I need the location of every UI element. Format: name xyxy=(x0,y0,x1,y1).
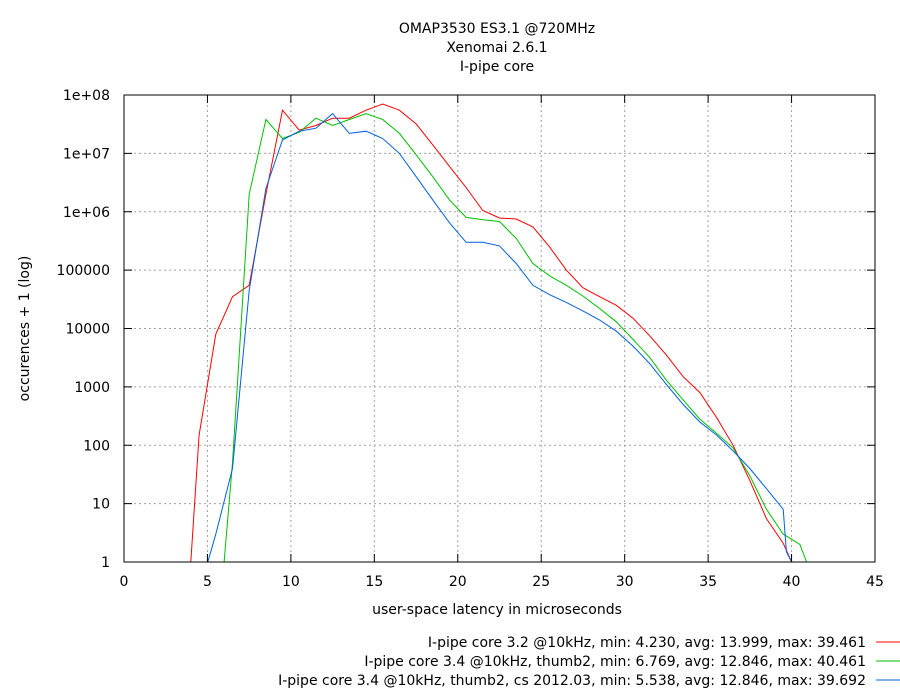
y-tick-label: 1000 xyxy=(74,380,110,396)
y-axis-label: occurences + 1 (log) xyxy=(17,256,33,402)
series-line-3 xyxy=(207,112,793,562)
x-tick-label: 40 xyxy=(783,574,801,590)
legend-label-3: I-pipe core 3.4 @10kHz, thumb2, cs 2012.… xyxy=(278,673,866,689)
y-tick-label: 100000 xyxy=(57,263,110,279)
x-tick-label: 10 xyxy=(282,574,300,590)
series-line-2 xyxy=(223,113,808,562)
y-tick-labels: 1 10 100 1000 10000 100000 1e+06 1e+07 1e+08 xyxy=(57,88,111,571)
y-tick-label: 1e+08 xyxy=(63,88,110,104)
y-tick-label: 1e+07 xyxy=(63,146,110,162)
x-axis-label: user-space latency in microseconds xyxy=(372,602,622,618)
y-tick-label: 10 xyxy=(92,497,110,513)
y-tick-label: 10000 xyxy=(65,322,110,338)
x-tick-labels: 0 5 10 15 20 25 30 35 40 45 xyxy=(120,574,884,590)
x-tick-label: 35 xyxy=(699,574,717,590)
chart-title-line: I-pipe core xyxy=(460,59,534,75)
chart-title-line: Xenomai 2.6.1 xyxy=(446,40,547,56)
legend-label-1: I-pipe core 3.2 @10kHz, min: 4.230, avg:… xyxy=(428,635,866,651)
plot-series xyxy=(190,103,808,562)
x-tick-label: 0 xyxy=(120,574,129,590)
x-tick-label: 45 xyxy=(866,574,884,590)
y-tick-label: 100 xyxy=(83,438,110,454)
axis-ticks xyxy=(123,94,876,563)
x-tick-label: 15 xyxy=(365,574,383,590)
x-tick-label: 30 xyxy=(616,574,634,590)
y-tick-label: 1e+06 xyxy=(63,205,110,221)
chart-title: OMAP3530 ES3.1 @720MHz Xenomai 2.6.1 I-pip… xyxy=(399,21,595,75)
legend-label-2: I-pipe core 3.4 @10kHz, thumb2, min: 6.7… xyxy=(364,654,866,670)
series-line-1 xyxy=(190,103,793,562)
y-tick-label: 1 xyxy=(101,555,110,571)
x-tick-label: 20 xyxy=(449,574,467,590)
legend: I-pipe core 3.2 @10kHz, min: 4.230, avg:… xyxy=(278,635,900,689)
grid xyxy=(124,95,875,562)
series-clip-group xyxy=(190,103,808,562)
chart-title-line: OMAP3530 ES3.1 @720MHz xyxy=(399,21,595,37)
x-tick-label: 5 xyxy=(203,574,212,590)
x-tick-label: 25 xyxy=(532,574,550,590)
